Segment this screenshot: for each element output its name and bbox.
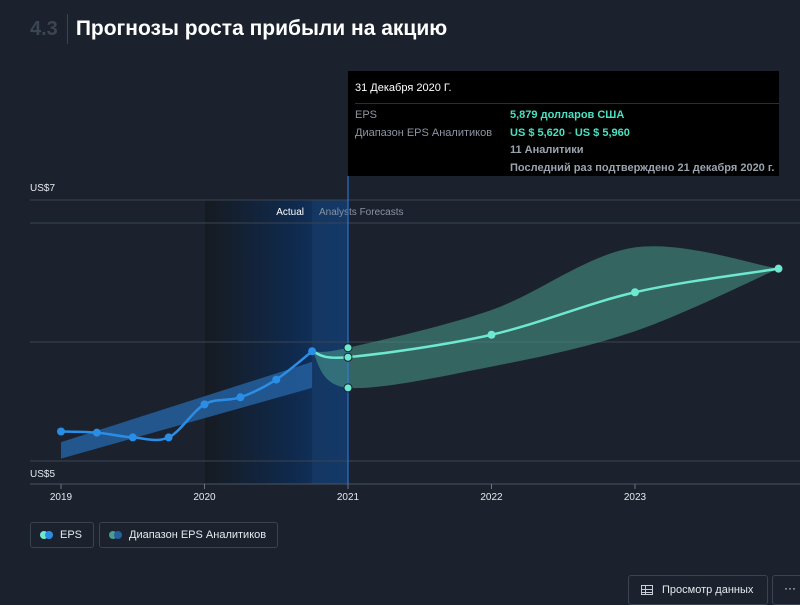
legend-eps[interactable]: EPS bbox=[30, 522, 95, 548]
highlight-eps-point bbox=[343, 352, 353, 362]
chart-tooltip: 31 Декабря 2020 Г. EPS 5,879 долларов СШ… bbox=[348, 71, 779, 176]
tooltip-confirmed-row: Последний раз подтверждено 21 декабря 20… bbox=[355, 160, 779, 178]
eps-forecast-chart[interactable]: US$7 US$5 2019 2020 2021 2022 2023 Actual Analys… bbox=[0, 0, 800, 520]
tooltip-range-high: US $ 5,960 bbox=[574, 126, 630, 139]
eps-actual-point bbox=[128, 433, 137, 442]
range-swatch-icon bbox=[109, 531, 123, 539]
x-tick-label: 2023 bbox=[624, 492, 647, 503]
region-label-forecast: Analysts Forecasts bbox=[319, 207, 403, 218]
eps-actual-point bbox=[200, 400, 209, 409]
section-header: 4.3 Прогнозы роста прибыли на акцию bbox=[30, 14, 447, 44]
y-label-top: US$7 bbox=[30, 183, 55, 194]
analyst-range-forecast-band bbox=[312, 246, 779, 389]
x-tick-label: 2022 bbox=[480, 492, 503, 503]
tooltip-analysts: 11 Аналитики bbox=[510, 144, 584, 156]
more-options-button[interactable]: ··· bbox=[772, 575, 800, 605]
view-data-label: Просмотр данных bbox=[662, 584, 754, 596]
tooltip-confirmed: Последний раз подтверждено 21 декабря 20… bbox=[510, 161, 775, 174]
eps-actual-point bbox=[236, 393, 245, 402]
region-label-actual: Actual bbox=[276, 207, 304, 218]
x-tick-label: 2020 bbox=[193, 492, 216, 503]
tooltip-eps-row: EPS 5,879 долларов США bbox=[355, 107, 779, 125]
eps-actual-point bbox=[272, 375, 281, 384]
eps-actual-point bbox=[164, 433, 173, 442]
table-icon bbox=[641, 585, 653, 595]
tooltip-range-separator: - bbox=[565, 126, 575, 139]
eps-actual-point bbox=[57, 427, 65, 436]
tooltip-range-label: Диапазон EPS Аналитиков bbox=[355, 126, 493, 139]
tooltip-date: 31 Декабря 2020 Г. bbox=[355, 82, 452, 94]
highlight-range-high-point bbox=[343, 343, 353, 353]
chart-legend: EPS Диапазон EPS Аналитиков bbox=[30, 522, 279, 548]
section-title: Прогнозы роста прибыли на акцию bbox=[75, 17, 448, 40]
analyst-range-actual-band bbox=[61, 361, 313, 459]
eps-swatch-icon bbox=[40, 531, 53, 539]
eps-forecast-point bbox=[487, 330, 496, 339]
legend-eps-label: EPS bbox=[60, 529, 83, 541]
legend-range-label: Диапазон EPS Аналитиков bbox=[129, 529, 267, 541]
tooltip-rows: EPS 5,879 долларов США Диапазон EPS Анал… bbox=[355, 103, 779, 177]
x-tick-label: 2019 bbox=[50, 492, 73, 503]
eps-forecast-point bbox=[774, 264, 783, 273]
eps-forecast-point bbox=[631, 288, 639, 297]
eps-actual-point bbox=[92, 428, 101, 437]
legend-analyst-range[interactable]: Диапазон EPS Аналитиков bbox=[99, 522, 279, 548]
y-label-bottom: US$5 bbox=[30, 469, 55, 480]
tooltip-eps-label: EPS bbox=[355, 109, 378, 121]
section-number: 4.3 bbox=[30, 14, 68, 44]
tooltip-analysts-row: 11 Аналитики bbox=[355, 142, 779, 160]
highlight-range-low-point bbox=[343, 383, 353, 393]
eps-actual-point bbox=[308, 347, 317, 356]
tooltip-range-low: US $ 5,620 bbox=[510, 126, 566, 139]
tooltip-eps-value: 5,879 долларов США bbox=[510, 109, 625, 121]
tooltip-range-row: Диапазон EPS Аналитиков US $ 5,620 - US … bbox=[355, 125, 779, 143]
x-tick-label: 2021 bbox=[337, 492, 360, 503]
view-data-button[interactable]: Просмотр данных bbox=[628, 575, 768, 605]
